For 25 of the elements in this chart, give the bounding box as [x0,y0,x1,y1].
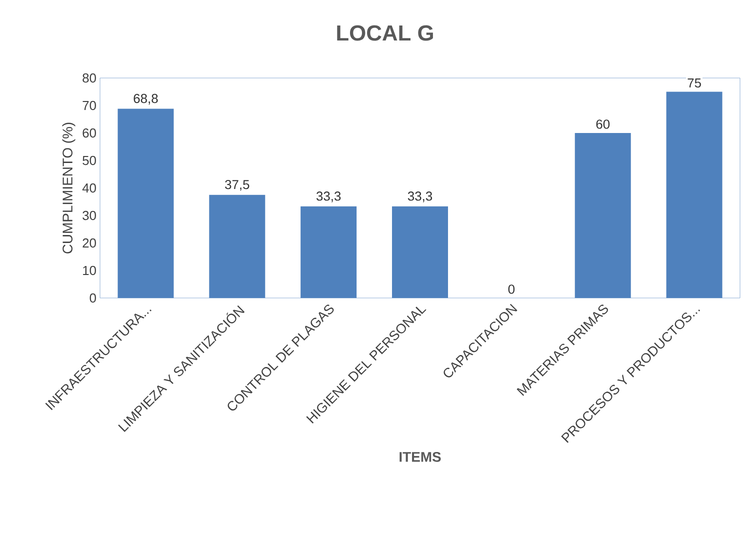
y-axis-title: CUMPLIMIENTO (%) [62,122,76,254]
bar [209,194,266,298]
chart-title: LOCAL G [337,25,433,41]
bar [666,92,722,298]
x-axis-title: ITEMS [400,452,441,462]
y-tick-label: 30 [82,210,96,220]
y-tick-label: 80 [82,73,96,83]
data-label: 68,8 [134,94,158,105]
bar [392,206,448,298]
data-label: 37,5 [225,180,250,191]
data-label: 0 [508,284,515,294]
data-label: 33,3 [316,192,341,202]
y-tick-label: 0 [90,293,96,303]
data-label: 75 [688,78,701,88]
bar [118,108,174,298]
y-tick-label: 20 [82,238,96,248]
data-label: 60 [596,120,610,129]
bar [574,132,631,298]
data-label: 33,3 [408,192,432,202]
y-tick-label: 40 [82,183,96,193]
bar [300,206,357,298]
y-tick-label: 60 [82,128,96,138]
y-tick-label: 70 [82,100,96,110]
y-tick-label: 10 [83,266,96,276]
y-tick-label: 50 [82,156,96,166]
